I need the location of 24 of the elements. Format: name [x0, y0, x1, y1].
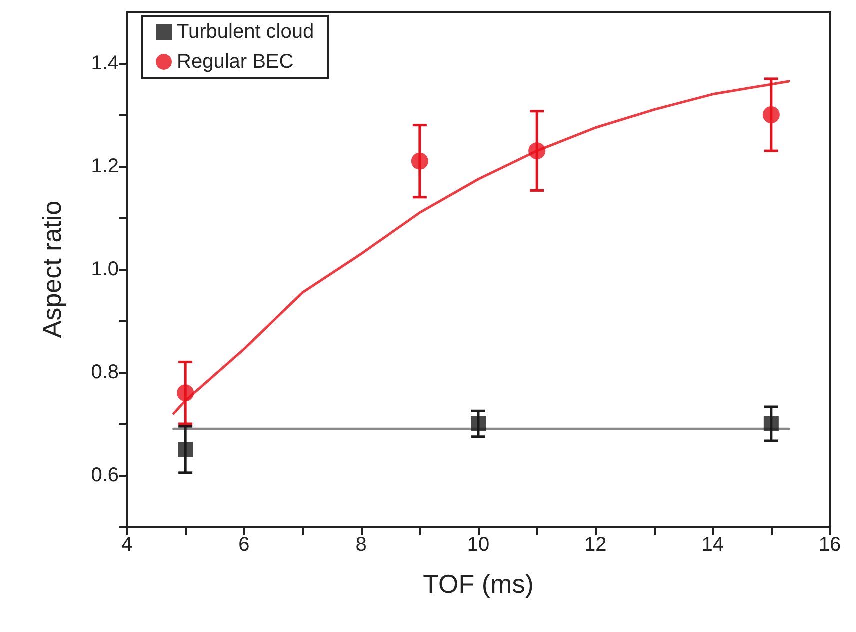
legend-label: Turbulent cloud — [177, 21, 314, 43]
legend-label: Regular BEC — [177, 51, 294, 73]
line-series — [172, 80, 790, 415]
y-tick-label: 1.0 — [91, 258, 119, 280]
x-tick-label: 14 — [702, 534, 724, 556]
x-tick-label: 4 — [121, 534, 133, 556]
y-tick-label: 0.8 — [91, 362, 119, 384]
y-tick-label: 1.2 — [91, 156, 119, 178]
x-tick-label: 6 — [238, 534, 250, 556]
x-tick-label: 12 — [584, 534, 607, 556]
x-tick-label: 10 — [467, 534, 490, 556]
point — [471, 416, 486, 432]
point — [762, 106, 780, 124]
point — [411, 152, 428, 170]
x-axis-title: TOF (ms) — [423, 569, 534, 599]
point — [177, 384, 194, 402]
point — [178, 442, 194, 458]
y-tick-label: 1.4 — [91, 52, 119, 74]
x-tick-label: 8 — [356, 534, 367, 556]
y-tick-label: 0.6 — [91, 464, 119, 486]
y-axis-title: Aspect ratio — [37, 200, 67, 338]
point — [528, 142, 546, 160]
x-tick-label: 16 — [818, 534, 842, 556]
point — [764, 416, 779, 432]
